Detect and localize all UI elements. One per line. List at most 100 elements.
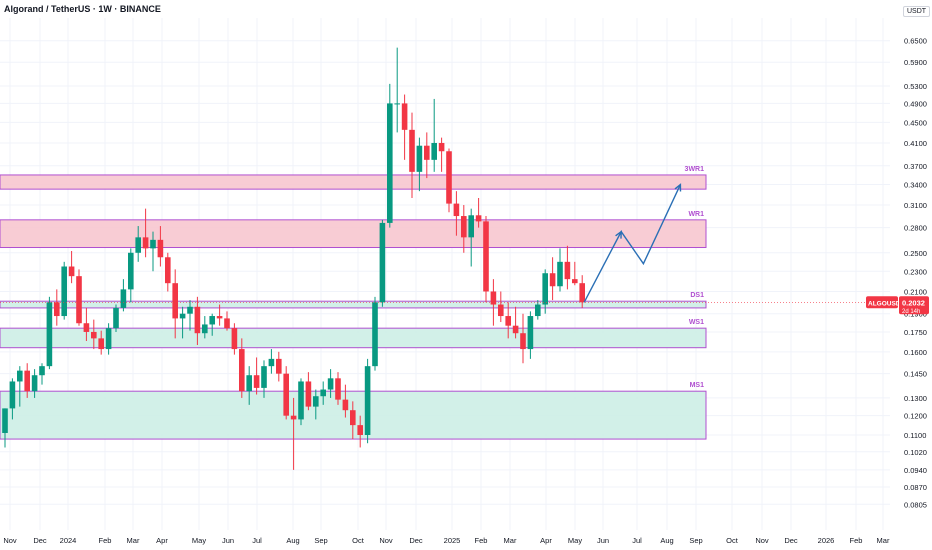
candle-body [179, 313, 186, 319]
candle-body [2, 408, 8, 433]
candle-body [120, 289, 127, 308]
x-tick-label: Sep [314, 536, 327, 545]
y-tick-label: 0.3400 [904, 181, 927, 190]
candle-body [394, 103, 400, 105]
candle-body [364, 366, 371, 435]
candle-body [305, 381, 312, 407]
zone-label: WR1 [688, 211, 704, 218]
x-tick-label: Mar [504, 536, 517, 545]
candle-body [165, 257, 171, 284]
candle-body [579, 283, 585, 303]
y-tick-label: 0.0805 [904, 500, 927, 509]
x-tick-label: May [192, 536, 206, 545]
x-tick-label: 2026 [818, 536, 835, 545]
candle-body [54, 302, 60, 317]
candle-body [142, 237, 149, 249]
candle-body [557, 261, 563, 287]
candle-body [542, 273, 548, 305]
candle-body [475, 215, 482, 222]
arrow-head [674, 183, 682, 192]
y-tick-label: 0.4100 [904, 139, 927, 148]
candle-body [357, 425, 363, 435]
y-tick-label: 0.4500 [904, 118, 927, 127]
x-tick-label: Jul [252, 536, 262, 545]
candle-body [290, 415, 297, 420]
x-tick-label: 2024 [60, 536, 77, 545]
candle-body [564, 261, 571, 280]
candle-body [98, 338, 104, 350]
candle-body [313, 396, 319, 407]
x-tick-label: Sep [689, 536, 702, 545]
candle-body [527, 316, 534, 350]
x-tick-label: Jul [632, 536, 642, 545]
candle-body [268, 358, 275, 367]
candle-body [31, 375, 38, 392]
x-tick-label: Feb [850, 536, 863, 545]
x-tick-label: Nov [3, 536, 17, 545]
countdown: 2d 14h [902, 309, 920, 315]
y-tick-label: 0.5300 [904, 82, 927, 91]
candle-body [468, 215, 474, 238]
zone-label: WS1 [689, 319, 704, 326]
price-tag-bg [899, 296, 929, 315]
candle-body [342, 399, 349, 411]
candle-body [194, 306, 201, 334]
zone-wr1 [0, 219, 707, 249]
symbol-tag: ALGOUSDT [868, 300, 905, 307]
x-tick-label: Apr [156, 536, 168, 545]
candle-body [9, 381, 16, 409]
y-tick-label: 0.0870 [904, 483, 927, 492]
candle-body [335, 378, 341, 400]
x-tick-label: 2025 [444, 536, 461, 545]
price-axis: 0.6500 0.5900 0.5300 0.4900 0.4500 0.4100 0.37… [904, 37, 927, 510]
y-tick-label: 0.2800 [904, 224, 927, 233]
symbol-tag-bg [866, 296, 898, 309]
candle-body [572, 279, 578, 284]
candle-body [461, 216, 467, 238]
candle-body [424, 145, 430, 160]
currency-badge[interactable]: USDT [903, 6, 931, 17]
y-tick-label: 0.1200 [904, 412, 927, 421]
x-tick-label: Jun [597, 536, 609, 545]
candle-body [498, 304, 504, 317]
y-tick-label: 0.3100 [904, 201, 927, 210]
candle-body [39, 366, 45, 376]
candle-body [505, 316, 511, 326]
zone-label: 3WR1 [685, 166, 705, 173]
projection-path [583, 183, 682, 303]
candle-body [68, 266, 75, 277]
y-tick-label: 0.2300 [904, 267, 927, 276]
candle-body [157, 239, 164, 258]
candle-body [490, 291, 497, 305]
y-tick-label: 0.1450 [904, 370, 927, 379]
candle-body [246, 375, 252, 392]
candle-body [401, 103, 408, 130]
candle-body [83, 323, 90, 332]
zone-3wr1 [0, 174, 707, 190]
x-tick-label: Mar [877, 536, 890, 545]
sr-zones: 3WR1 WR1 DS1 WS1 MS1 [0, 166, 707, 440]
candle-body [438, 142, 445, 152]
candles [0, 47, 890, 470]
candle-body [135, 237, 141, 253]
candle-body [91, 331, 97, 339]
x-tick-label: Feb [99, 536, 112, 545]
y-tick-label: 0.5900 [904, 58, 927, 67]
y-tick-label: 0.2100 [904, 287, 927, 296]
projection-line [583, 184, 682, 303]
zone-label: DS1 [690, 292, 704, 299]
candle-body [261, 366, 267, 388]
arrow-head [615, 230, 622, 239]
candle-body [535, 304, 541, 317]
x-tick-label: Oct [352, 536, 365, 545]
candle-body [253, 375, 260, 388]
candle-body [372, 302, 378, 367]
chart-title: Algorand / TetherUS · 1W · BINANCE [4, 4, 161, 14]
x-tick-label: Aug [286, 536, 299, 545]
zone-ds1 [0, 300, 707, 309]
candle-body [387, 103, 393, 223]
grid-lines [0, 18, 890, 530]
candle-body [128, 252, 134, 290]
